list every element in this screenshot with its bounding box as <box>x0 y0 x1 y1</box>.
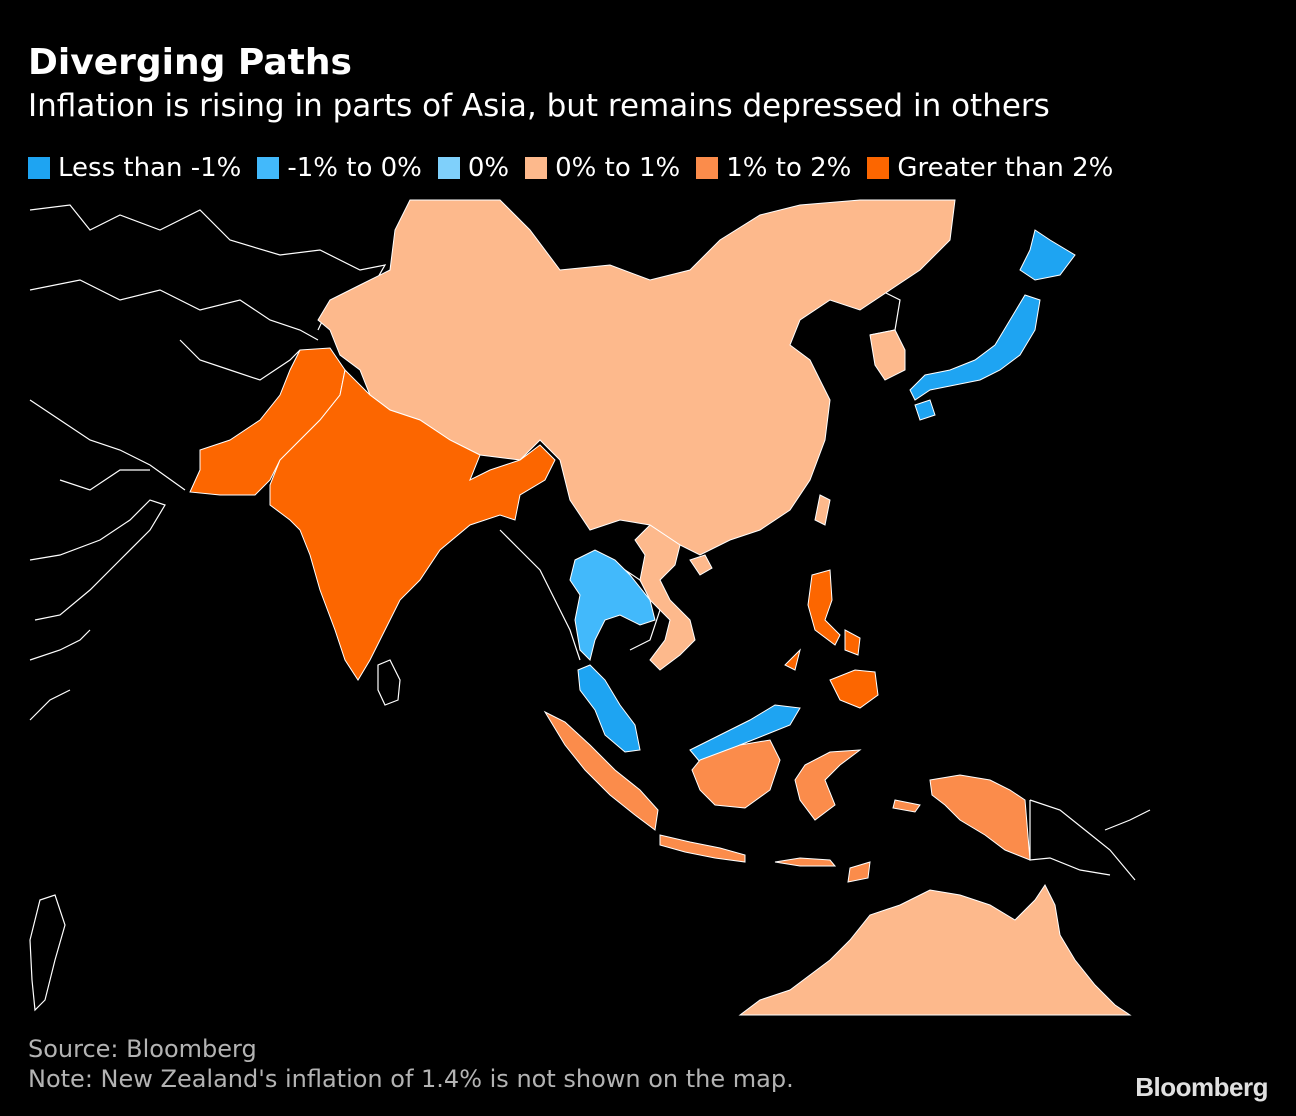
border-line-iran <box>29 399 186 491</box>
bloomberg-logo: Bloomberg <box>1135 1072 1268 1102</box>
legend-swatch <box>867 157 890 179</box>
region-vietnam <box>634 524 696 671</box>
border-line-myanmar <box>499 529 581 661</box>
legend-label: 1% to 2% <box>726 153 852 183</box>
legend-swatch <box>437 157 460 179</box>
border-line-africa <box>29 689 71 721</box>
region-china <box>317 199 956 556</box>
legend-label: Greater than 2% <box>897 153 1114 183</box>
region-india <box>269 368 556 681</box>
region-indonesia <box>543 710 1031 883</box>
legend-label: Less than -1% <box>58 153 242 183</box>
source-text: Source: Bloomberg <box>28 1035 257 1063</box>
legend-item-minus-1-to-0: -1% to 0% <box>257 150 422 186</box>
legend-item-zero: 0% <box>437 150 510 186</box>
region-taiwan <box>814 494 831 526</box>
legend-swatch <box>28 157 50 179</box>
border-line-png-west <box>1029 799 1136 881</box>
legend-label: -1% to 0% <box>287 153 422 183</box>
legend-item-1-to-2: 1% to 2% <box>696 150 851 186</box>
legend-label: 0% to 1% <box>555 153 681 183</box>
region-australia <box>738 884 1132 1016</box>
legend-swatch <box>257 157 280 179</box>
legend: Less than -1% -1% to 0% 0% 0% to 1% 1% t… <box>28 150 1129 186</box>
legend-item-0-to-1: 0% to 1% <box>525 150 680 186</box>
legend-swatch <box>696 157 719 179</box>
region-thailand <box>569 549 656 661</box>
border-line-iran-afghan <box>179 339 301 381</box>
chart-subtitle: Inflation is rising in parts of Asia, bu… <box>28 88 1050 124</box>
legend-label: 0% <box>467 153 510 183</box>
map-svg <box>29 199 1151 1016</box>
legend-item-less-than-minus-1: Less than -1% <box>28 150 241 186</box>
region-philippines <box>784 569 879 709</box>
border-line-central-asia-2 <box>29 279 319 341</box>
border-line-arabia <box>29 499 166 621</box>
legend-swatch <box>525 157 548 179</box>
region-hainan <box>689 554 713 576</box>
region-south-korea <box>869 329 906 381</box>
border-line-sri-lanka <box>377 659 401 706</box>
border-line-gulf <box>59 469 150 491</box>
border-line-madagascar <box>29 894 66 1012</box>
region-japan <box>909 229 1076 421</box>
chart-title: Diverging Paths <box>28 42 352 83</box>
border-line-arabia-2 <box>29 629 91 661</box>
border-line-png-islands <box>1104 809 1151 831</box>
legend-item-greater-than-2: Greater than 2% <box>867 150 1113 186</box>
asia-inflation-map <box>0 190 1296 1020</box>
note-text: Note: New Zealand's inflation of 1.4% is… <box>28 1065 794 1093</box>
border-line-png <box>1029 800 1111 876</box>
